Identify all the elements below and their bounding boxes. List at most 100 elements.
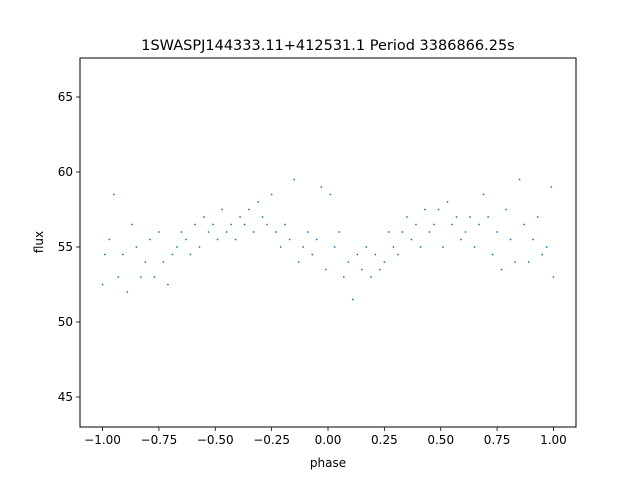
data-point (176, 246, 178, 248)
data-point (320, 186, 323, 188)
data-point (108, 238, 111, 241)
x-tick-label: 1.00 (540, 433, 567, 447)
data-point (428, 231, 431, 233)
y-axis-title: flux (32, 231, 46, 253)
data-point (185, 238, 187, 241)
data-point (194, 223, 196, 226)
data-point (410, 238, 413, 241)
data-point (478, 223, 480, 226)
plot-frame (79, 57, 577, 428)
data-point (392, 246, 395, 248)
y-tick-label: 45 (58, 390, 73, 404)
data-point (451, 223, 453, 226)
x-tick-label: 0.00 (315, 433, 342, 447)
y-tick-label: 50 (58, 315, 73, 329)
data-point (203, 216, 205, 218)
data-point (541, 253, 544, 256)
data-point (500, 268, 503, 271)
x-tick-label: 0.75 (484, 433, 511, 447)
data-point (135, 246, 138, 248)
data-point (117, 276, 120, 278)
data-point (103, 253, 106, 256)
data-point (144, 261, 147, 263)
data-point (302, 246, 305, 248)
data-point (552, 276, 555, 278)
data-point (396, 253, 399, 256)
plot-area (80, 58, 576, 427)
data-point (473, 246, 476, 248)
data-point (162, 261, 165, 263)
data-point (279, 246, 282, 248)
data-point (239, 216, 241, 218)
data-point (212, 223, 214, 226)
data-point (338, 231, 341, 233)
data-point (446, 201, 449, 203)
data-point (126, 291, 129, 293)
data-point (130, 223, 133, 226)
data-point (532, 238, 535, 241)
data-point (406, 216, 408, 218)
data-point (180, 231, 183, 233)
data-point (424, 208, 426, 211)
data-point (288, 238, 291, 241)
data-point (369, 276, 372, 278)
data-point (324, 268, 327, 271)
data-point (347, 261, 350, 263)
x-tick-label: −0.75 (141, 433, 178, 447)
data-point (121, 253, 124, 256)
x-axis: −1.00 −0.75 −0.50 −0.25 0.00 0.25 0.50 0.75 1.00 (84, 427, 567, 447)
data-point (311, 253, 314, 256)
data-point (342, 276, 345, 278)
data-point (275, 231, 278, 233)
x-tick-label: −1.00 (84, 433, 121, 447)
x-tick-label: −0.25 (253, 433, 290, 447)
data-point (252, 231, 255, 233)
data-point (216, 238, 219, 241)
data-point (306, 231, 309, 233)
y-tick-label: 60 (58, 165, 73, 179)
data-point (523, 223, 526, 226)
chart-title: 1SWASPJ144333.11+412531.1 Period 3386866… (141, 38, 515, 54)
data-point (329, 193, 332, 196)
data-point (415, 223, 417, 226)
data-point (148, 238, 151, 241)
data-point (469, 216, 471, 218)
y-tick-label: 65 (58, 90, 73, 104)
data-point (139, 276, 142, 278)
data-point (460, 238, 462, 241)
data-point (401, 231, 404, 233)
scatter-points (101, 178, 555, 301)
data-point (518, 178, 521, 181)
data-point (225, 231, 228, 233)
data-point (167, 283, 169, 286)
data-point (153, 276, 156, 278)
y-axis: 45 50 55 60 65 (58, 90, 80, 404)
data-point (387, 231, 390, 233)
data-point (496, 231, 498, 233)
data-point (293, 178, 296, 181)
x-axis-title: phase (310, 456, 346, 470)
data-point (505, 208, 508, 211)
data-point (257, 201, 260, 203)
data-point (464, 231, 467, 233)
data-point (158, 231, 160, 233)
data-point (374, 253, 377, 256)
data-point (198, 246, 201, 248)
x-tick-label: −0.50 (197, 433, 234, 447)
data-point (419, 246, 422, 248)
data-point (433, 223, 435, 226)
data-point (437, 208, 440, 211)
data-point (545, 246, 548, 248)
x-tick-label: 0.25 (371, 433, 398, 447)
data-point (383, 261, 386, 263)
data-point (248, 208, 250, 211)
data-point (230, 223, 232, 226)
data-point (261, 216, 264, 218)
data-point (491, 253, 494, 256)
y-tick-label: 55 (58, 240, 73, 254)
data-point (482, 193, 485, 196)
data-point (101, 283, 104, 286)
data-point (243, 223, 246, 226)
data-point (234, 238, 237, 241)
data-point (284, 223, 287, 226)
